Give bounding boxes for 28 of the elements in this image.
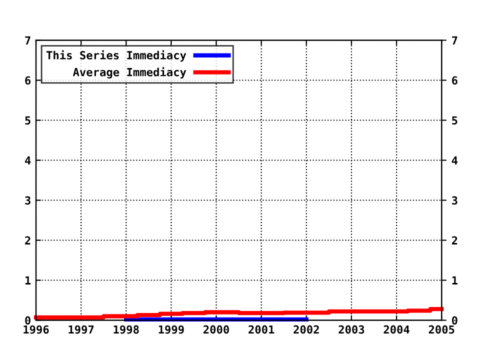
x-tick-label: 1997 xyxy=(68,325,94,334)
y2-tick-label: 0 xyxy=(452,316,458,325)
x-tick-label: 1996 xyxy=(24,325,49,334)
legend-label: This Series Immediacy xyxy=(46,50,186,62)
y-tick-label: 3 xyxy=(25,196,30,205)
y-tick-label: 5 xyxy=(25,116,30,125)
y-tick-label: 6 xyxy=(25,76,31,85)
x-tick-label: 1998 xyxy=(114,325,139,334)
x-tick-label: 2000 xyxy=(204,325,229,334)
y-tick-label: 1 xyxy=(25,276,31,284)
y2-tick-label: 2 xyxy=(452,236,458,244)
y2-tick-label: 4 xyxy=(452,156,458,164)
y2-tick-label: 6 xyxy=(452,76,458,85)
y-tick-label: 7 xyxy=(25,36,30,44)
y-tick-label: 4 xyxy=(25,156,31,164)
x-tick-label: 2002 xyxy=(294,325,319,334)
y2-tick-label: 7 xyxy=(452,36,458,44)
legend-label: Average Immediacy xyxy=(72,67,186,78)
x-tick-label: 2001 xyxy=(248,325,274,334)
x-tick-label: 2005 xyxy=(428,325,454,334)
y-tick-label: 0 xyxy=(25,316,30,325)
y2-tick-label: 5 xyxy=(452,116,458,125)
x-tick-label: 1999 xyxy=(158,325,184,334)
y2-tick-label: 3 xyxy=(452,196,458,205)
x-tick-label: 2004 xyxy=(384,325,410,334)
y-tick-label: 2 xyxy=(25,236,30,244)
y2-tick-label: 1 xyxy=(452,276,458,284)
x-tick-label: 2003 xyxy=(338,325,364,334)
